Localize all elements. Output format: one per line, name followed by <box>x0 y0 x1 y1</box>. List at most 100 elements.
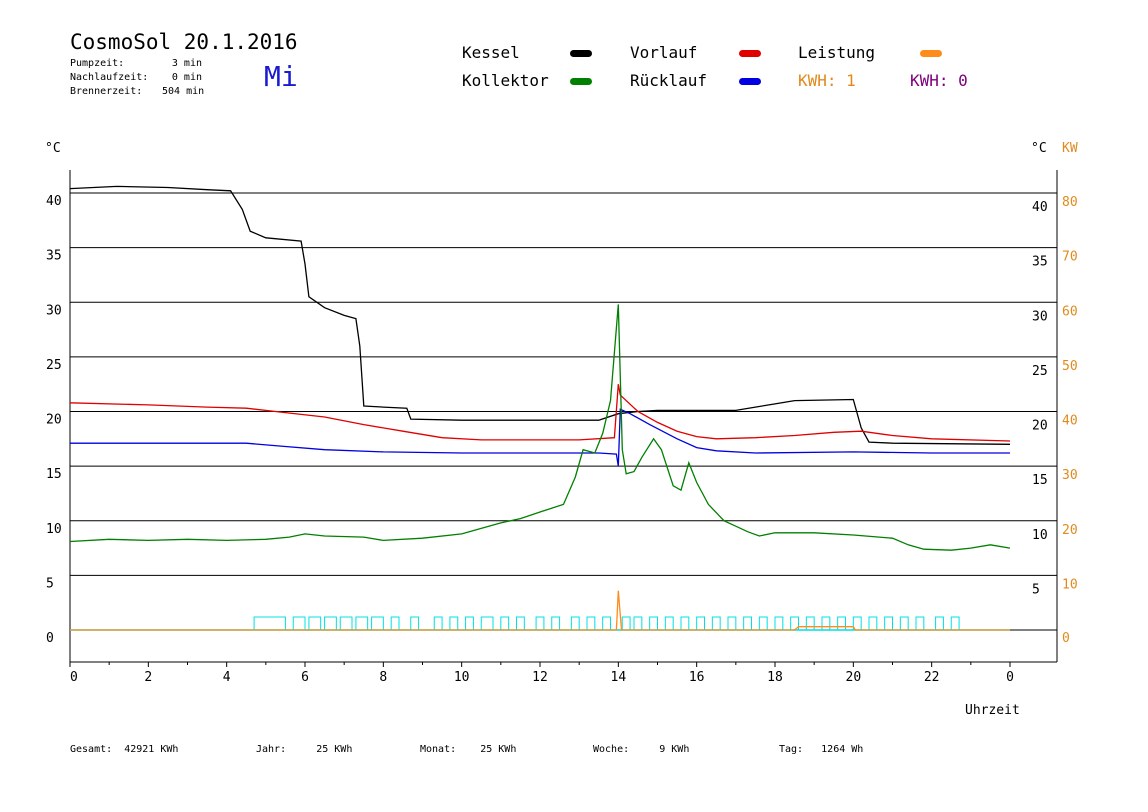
pump-marker <box>371 616 384 631</box>
y-tick-label-left: 0 <box>46 631 54 646</box>
legend-kollektor-label: Kollektor <box>462 71 549 90</box>
legend-ruecklauf-swatch <box>739 78 761 85</box>
pump-marker <box>308 616 322 631</box>
pump-marker <box>390 616 400 631</box>
pump-marker <box>480 616 494 631</box>
pump-marker <box>602 616 612 631</box>
y-axis-unit-kw: KW <box>1062 141 1078 156</box>
x-tick-label: 18 <box>767 670 783 685</box>
kwh-2-label: KWH: 0 <box>910 71 968 90</box>
pump-marker <box>758 616 768 631</box>
x-tick-label: 0 <box>70 670 78 685</box>
info-brennerzeit: Brennerzeit: 504 min <box>70 86 205 97</box>
pump-marker <box>899 616 909 631</box>
y-axis-unit-left: °C <box>45 141 61 156</box>
pump-marker <box>570 616 580 631</box>
pump-marker <box>633 616 643 631</box>
legend-vorlauf-label: Vorlauf <box>630 43 698 62</box>
x-tick-label: 12 <box>532 670 548 685</box>
pump-marker <box>535 616 545 631</box>
x-tick-label: 4 <box>223 670 231 685</box>
y-tick-label-left: 35 <box>46 249 62 264</box>
y-tick-label-kw: 80 <box>1062 195 1078 210</box>
x-tick-label: 14 <box>611 670 627 685</box>
pump-marker <box>664 616 674 631</box>
legend-ruecklauf-label: Rücklauf <box>630 71 708 90</box>
y-axis-unit-right: °C <box>1031 141 1047 156</box>
pump-marker <box>935 616 944 631</box>
pump-marker <box>696 616 706 631</box>
series-line-leistung <box>70 590 1010 631</box>
pump-marker <box>551 616 561 631</box>
pump-marker <box>500 616 510 631</box>
y-tick-label-left: 15 <box>46 467 62 482</box>
y-tick-label-right: 10 <box>1032 528 1048 543</box>
info-nachlaufzeit: Nachlaufzeit: 0 min <box>70 72 202 83</box>
x-tick-label: 6 <box>301 670 309 685</box>
footer-tag: Tag: 1264 Wh <box>779 744 864 755</box>
footer-jahr: Jahr: 25 KWh <box>256 744 353 755</box>
y-tick-label-left: 25 <box>46 358 62 373</box>
y-tick-label-kw: 20 <box>1062 523 1078 538</box>
y-tick-label-kw: 60 <box>1062 304 1078 319</box>
y-tick-label-right: 20 <box>1032 419 1048 434</box>
pump-marker <box>292 616 306 631</box>
y-tick-label-right: 30 <box>1032 309 1048 324</box>
pump-marker <box>253 616 286 631</box>
pump-marker <box>774 616 784 631</box>
x-tick-label: 8 <box>379 670 387 685</box>
pump-marker <box>805 616 815 631</box>
y-tick-label-left: 20 <box>46 413 62 428</box>
page-title: CosmoSol 20.1.2016 <box>70 30 298 54</box>
y-tick-label-kw: 70 <box>1062 250 1078 265</box>
y-tick-label-kw: 0 <box>1062 631 1070 646</box>
x-tick-label: 20 <box>846 670 862 685</box>
x-tick-label: 16 <box>689 670 705 685</box>
pump-marker <box>711 616 721 631</box>
pump-marker <box>516 616 525 631</box>
legend-vorlauf-swatch <box>739 50 761 57</box>
y-tick-label-right: 35 <box>1032 255 1048 270</box>
y-tick-label-kw: 10 <box>1062 577 1078 592</box>
y-tick-label-left: 10 <box>46 522 62 537</box>
weekday-label: Mi <box>264 60 298 93</box>
series-line-vorlauf <box>69 384 1011 442</box>
y-tick-label-kw: 30 <box>1062 468 1078 483</box>
y-tick-label-left: 5 <box>46 576 54 591</box>
y-tick-label-right: 5 <box>1032 582 1040 597</box>
pump-marker <box>449 616 459 631</box>
footer-woche: Woche: 9 KWh <box>593 744 690 755</box>
pump-marker <box>621 616 631 631</box>
pump-marker <box>339 616 353 631</box>
legend-kessel-label: Kessel <box>462 43 520 62</box>
y-tick-label-right: 15 <box>1032 473 1048 488</box>
pump-marker <box>649 616 659 631</box>
pump-marker <box>950 616 960 631</box>
footer-gesamt: Gesamt: 42921 KWh <box>70 744 179 755</box>
pump-marker <box>465 616 474 631</box>
pump-marker <box>743 616 753 631</box>
legend-leistung-label: Leistung <box>798 43 876 62</box>
legend-leistung-swatch <box>920 50 942 57</box>
pump-marker <box>837 616 847 631</box>
pump-marker <box>680 616 690 631</box>
pump-marker <box>821 616 831 631</box>
series-line-rcklauf <box>70 408 1010 467</box>
legend-kessel-swatch <box>570 50 592 57</box>
pump-marker <box>355 616 369 631</box>
pump-marker <box>324 616 337 631</box>
y-tick-label-right: 40 <box>1032 200 1048 215</box>
pump-marker <box>433 616 443 631</box>
x-tick-label: 0 <box>1006 670 1014 685</box>
y-tick-label-kw: 40 <box>1062 414 1078 429</box>
pump-marker <box>868 616 878 631</box>
info-pumpzeit: Pumpzeit: 3 min <box>70 58 202 69</box>
y-tick-label-left: 30 <box>46 303 62 318</box>
pump-marker <box>884 616 894 631</box>
y-tick-label-right: 25 <box>1032 364 1048 379</box>
x-tick-label: 2 <box>144 670 152 685</box>
series-line-kollektor <box>69 304 1011 551</box>
x-axis-title: Uhrzeit <box>965 703 1020 718</box>
footer-monat: Monat: 25 KWh <box>420 744 517 755</box>
y-tick-label-kw: 50 <box>1062 359 1078 374</box>
